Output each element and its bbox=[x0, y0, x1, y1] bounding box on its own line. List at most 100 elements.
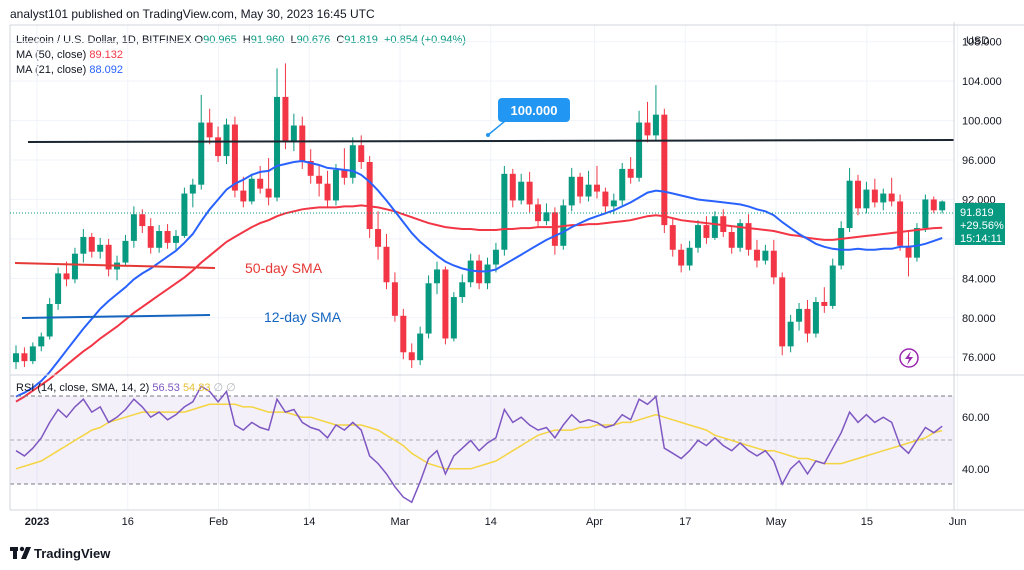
time-tick-label: 15 bbox=[861, 516, 873, 528]
candle bbox=[863, 181, 870, 214]
candle bbox=[147, 218, 154, 254]
candle bbox=[13, 345, 19, 370]
ma21-row[interactable]: MA (21, close) 88.092 bbox=[16, 63, 469, 78]
last-price-pct: +29.56% bbox=[960, 220, 1004, 232]
rsi-legend[interactable]: RSI (14, close, SMA, 14, 2) 56.53 54.83 … bbox=[16, 381, 236, 394]
price-tick-label: 104.000 bbox=[962, 76, 1002, 88]
ma21-line bbox=[15, 159, 943, 398]
candle bbox=[375, 211, 382, 260]
candle bbox=[324, 170, 331, 208]
candle bbox=[846, 167, 853, 232]
ma50-value: 89.132 bbox=[89, 49, 124, 61]
candle bbox=[189, 178, 196, 208]
sma50-trendline bbox=[14, 262, 216, 269]
candle bbox=[349, 137, 356, 184]
ma50-label: MA (50, close) bbox=[16, 49, 87, 61]
rsi-legend-label: RSI (14, close, SMA, 14, 2) bbox=[16, 382, 150, 394]
time-axis[interactable]: 2023 16 Feb 14 Mar 14 Apr 17 May 15 Jun bbox=[25, 516, 967, 528]
footer-brand[interactable]: TradingView bbox=[34, 546, 111, 561]
candle bbox=[21, 347, 28, 368]
rsi-sma-legend-value: 54.83 bbox=[182, 382, 211, 394]
time-tick-label: May bbox=[766, 516, 787, 528]
symbol-label: Litecoin / U.S. Dollar, 1D, BITFINEX bbox=[16, 34, 192, 46]
candle bbox=[636, 110, 643, 182]
candle bbox=[156, 225, 163, 253]
candle bbox=[450, 292, 457, 342]
candle bbox=[829, 258, 836, 309]
sma12-annotation: 12-day SMA bbox=[264, 309, 342, 325]
candle bbox=[762, 244, 769, 265]
rsi-tick-label: 60.00 bbox=[962, 412, 990, 424]
ma21-label: MA (21, close) bbox=[16, 64, 87, 76]
candle bbox=[434, 261, 440, 295]
tradingview-logo-icon[interactable] bbox=[10, 546, 31, 559]
candle bbox=[484, 257, 491, 290]
candle bbox=[711, 211, 718, 240]
chart-legend: Litecoin / U.S. Dollar, 1D, BITFINEX O90… bbox=[16, 33, 469, 78]
candles bbox=[13, 63, 946, 370]
time-tick-label: Mar bbox=[391, 516, 410, 528]
candle bbox=[560, 199, 567, 250]
ma50-line bbox=[15, 204, 943, 403]
resistance-callout: 100.000 bbox=[486, 98, 570, 137]
candle bbox=[274, 68, 281, 202]
resistance-callout-text: 100.000 bbox=[511, 103, 558, 118]
candle bbox=[425, 275, 432, 339]
time-tick-label: Feb bbox=[209, 516, 228, 528]
candle bbox=[703, 216, 710, 244]
candle bbox=[417, 326, 424, 366]
change-value: +0.854 (+0.94%) bbox=[383, 34, 466, 46]
candle bbox=[644, 101, 651, 143]
candle bbox=[821, 287, 828, 313]
last-price-badge: 91.819 +29.56% 15:14:11 bbox=[10, 203, 1005, 245]
candle bbox=[341, 148, 348, 185]
candle bbox=[838, 221, 845, 270]
candle bbox=[930, 196, 937, 214]
low-label: L bbox=[290, 34, 297, 46]
candle bbox=[206, 108, 213, 145]
candle bbox=[812, 297, 819, 338]
candle bbox=[551, 207, 558, 255]
candle bbox=[939, 200, 946, 214]
candle bbox=[577, 172, 584, 204]
candle bbox=[753, 239, 760, 268]
resistance-line bbox=[27, 139, 955, 143]
candle bbox=[80, 229, 87, 263]
candle bbox=[526, 171, 533, 213]
candle bbox=[105, 238, 112, 277]
low-value: 90.676 bbox=[296, 34, 331, 46]
candle bbox=[307, 149, 314, 184]
close-label: C bbox=[336, 34, 345, 46]
candle bbox=[602, 187, 609, 214]
candle bbox=[215, 126, 222, 162]
price-tick-label: 100.000 bbox=[962, 116, 1002, 128]
time-tick-label: Apr bbox=[586, 516, 603, 528]
close-value: 91.819 bbox=[344, 34, 378, 46]
candle bbox=[88, 232, 95, 258]
candle bbox=[695, 220, 702, 253]
rsi-legend-value: 56.53 bbox=[152, 382, 180, 394]
candle bbox=[787, 314, 794, 353]
candle bbox=[400, 308, 407, 360]
candle bbox=[745, 214, 752, 256]
open-value: 90.965 bbox=[203, 34, 237, 46]
candle bbox=[63, 261, 70, 287]
price-tick-label: 108.000 bbox=[962, 37, 1002, 49]
candle bbox=[880, 188, 887, 211]
price-axis[interactable]: 108.000104.000100.00096.00092.00088.0008… bbox=[962, 37, 1002, 364]
candle bbox=[518, 173, 525, 205]
rsi-axis[interactable]: 60.00 40.00 bbox=[962, 412, 990, 476]
sma50-annotation: 50-day SMA bbox=[245, 260, 323, 276]
last-price-countdown: 15:14:11 bbox=[960, 233, 1002, 245]
lightning-icon[interactable] bbox=[899, 348, 919, 368]
price-tick-label: 80.000 bbox=[962, 313, 996, 325]
candle bbox=[779, 272, 786, 356]
ma21-value: 88.092 bbox=[89, 64, 124, 76]
candle bbox=[905, 230, 912, 277]
ma50-row[interactable]: MA (50, close) 89.132 bbox=[16, 48, 469, 63]
rsi-legend-empty-icons: ∅ ∅ bbox=[213, 382, 236, 394]
candle bbox=[164, 224, 171, 249]
time-tick-label: 14 bbox=[303, 516, 315, 528]
ohlc-row: Litecoin / U.S. Dollar, 1D, BITFINEX O90… bbox=[16, 33, 469, 48]
